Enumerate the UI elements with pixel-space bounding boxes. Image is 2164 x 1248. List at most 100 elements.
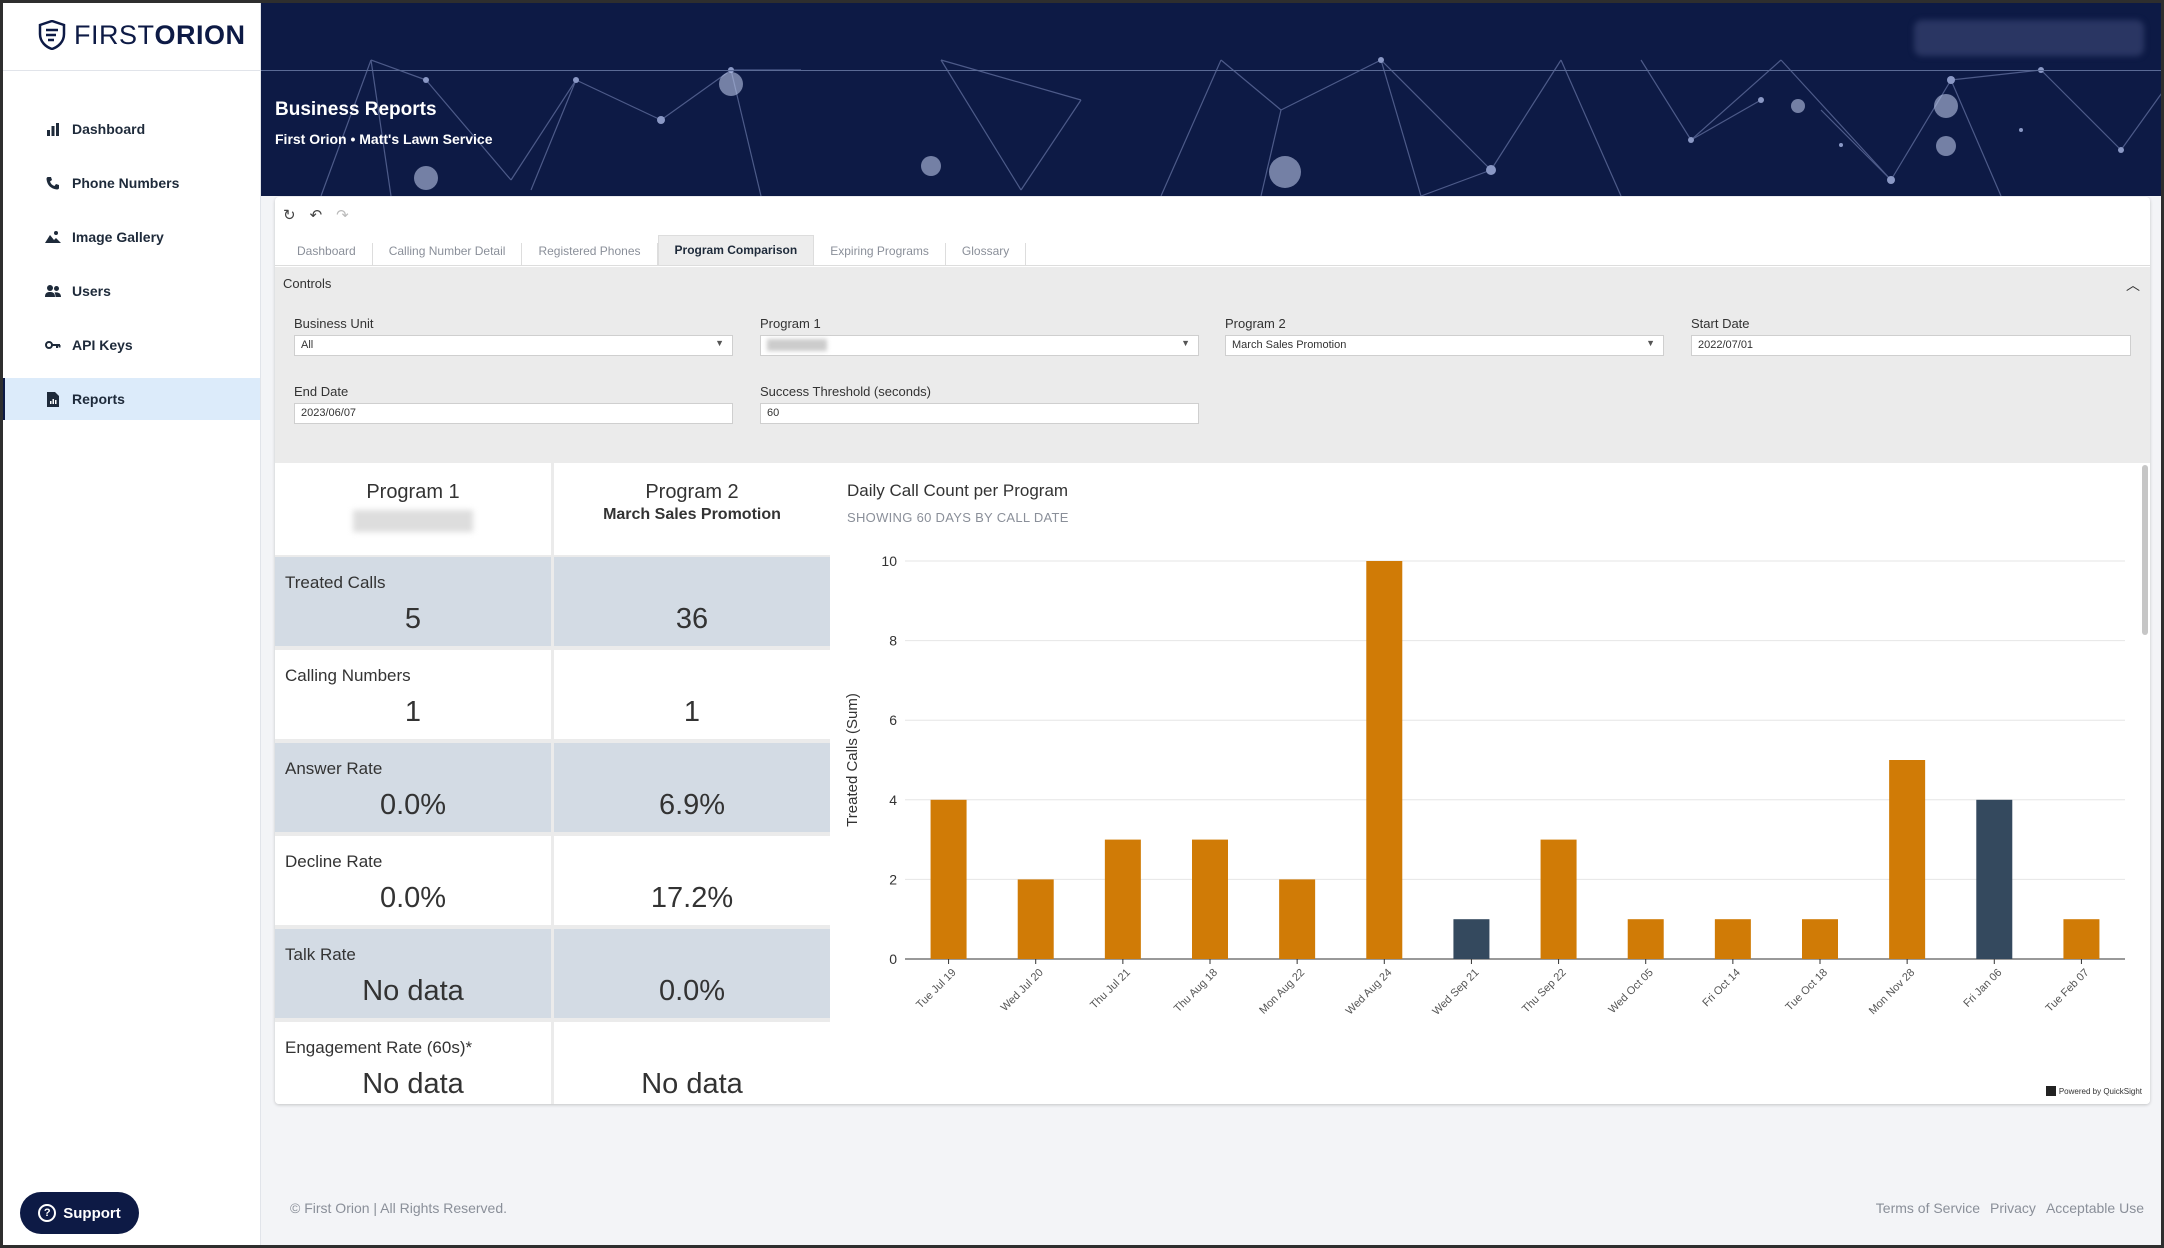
x-tick-label: Wed Jul 20 bbox=[999, 967, 1046, 1014]
x-tick-label: Mon Aug 22 bbox=[1257, 967, 1307, 1017]
chart-bar bbox=[1104, 839, 1141, 959]
sidebar-item-users[interactable]: Users bbox=[0, 270, 260, 312]
tab-dashboard[interactable]: Dashboard bbox=[281, 243, 373, 265]
business-unit-select[interactable]: All ▼ bbox=[294, 335, 733, 356]
sidebar-item-label: Image Gallery bbox=[72, 229, 164, 245]
chart-title: Daily Call Count per Program bbox=[847, 481, 1069, 500]
sidebar-item-phone-numbers[interactable]: Phone Numbers bbox=[0, 162, 260, 204]
page-title: Business Reports bbox=[275, 99, 437, 120]
chevron-up-icon[interactable]: ︿ bbox=[2126, 277, 2140, 293]
y-tick-label: 4 bbox=[889, 792, 897, 808]
x-tick-label: Mon Nov 28 bbox=[1867, 967, 1917, 1017]
tab-registered-phones[interactable]: Registered Phones bbox=[522, 243, 658, 265]
metric-cell: 1 bbox=[554, 650, 830, 739]
quicksight-badge: Powered by QuickSight bbox=[2045, 1086, 2142, 1096]
chart-bar bbox=[2063, 919, 2100, 959]
threshold-label: Success Threshold (seconds) bbox=[760, 384, 932, 399]
start-date-input[interactable]: 2022/07/01 bbox=[1691, 335, 2131, 356]
metric-cell: Treated Calls 5 bbox=[275, 557, 551, 646]
support-button[interactable]: ? Support bbox=[20, 1192, 139, 1234]
daily-call-chart: Daily Call Count per Program SHOWING 60 … bbox=[835, 463, 2150, 1104]
chart-plot: 0 2 4 6 8 10 Treated Calls (Sum) Tue Jul 19 Wed … bbox=[844, 553, 2125, 1018]
undo-icon[interactable]: ↶ bbox=[309, 207, 323, 224]
help-icon: ? bbox=[38, 1204, 57, 1222]
chevron-down-icon: ▼ bbox=[715, 338, 724, 348]
chevron-down-icon: ▼ bbox=[1181, 338, 1190, 348]
controls-title: Controls bbox=[283, 276, 332, 291]
metric-cell: 0.0% bbox=[554, 929, 830, 1018]
business-unit-label: Business Unit bbox=[294, 316, 374, 331]
report-panel: ↻ ↶ ↷ Dashboard Calling Number Detail Re… bbox=[275, 197, 2150, 1104]
redacted-program-name bbox=[353, 510, 473, 532]
user-menu[interactable] bbox=[1914, 20, 2144, 56]
redo-icon[interactable]: ↷ bbox=[336, 207, 349, 224]
business-unit-field: Business Unit All ▼ bbox=[294, 316, 733, 356]
metrics-table: Program 1 Program 2 March Sales Promotio… bbox=[275, 463, 830, 1104]
tab-calling-number-detail[interactable]: Calling Number Detail bbox=[373, 243, 523, 265]
chart-bar bbox=[1976, 799, 2013, 959]
chart-bar bbox=[1017, 879, 1054, 959]
x-tick-label: Tue Feb 07 bbox=[2044, 967, 2092, 1015]
y-tick-label: 10 bbox=[881, 553, 897, 569]
tab-expiring-programs[interactable]: Expiring Programs bbox=[814, 243, 946, 265]
metric-cell: Engagement Rate (60s)* No data bbox=[275, 1022, 551, 1104]
page-header: Business Reports First Orion • Matt's La… bbox=[261, 0, 2164, 196]
sidebar-item-api-keys[interactable]: API Keys bbox=[0, 324, 260, 366]
chart-scrollbar[interactable] bbox=[2142, 465, 2148, 635]
reset-icon[interactable]: ↻ bbox=[283, 207, 296, 224]
start-date-field: Start Date 2022/07/01 bbox=[1691, 316, 2131, 356]
metric-cell: No data bbox=[554, 1022, 830, 1104]
sidebar-item-label: Users bbox=[72, 283, 111, 299]
sidebar-item-reports[interactable]: Reports bbox=[0, 378, 260, 420]
tab-glossary[interactable]: Glossary bbox=[946, 243, 1027, 265]
metric-cell: 17.2% bbox=[554, 836, 830, 925]
metric-cell: Calling Numbers 1 bbox=[275, 650, 551, 739]
end-date-input[interactable]: 2023/06/07 bbox=[294, 403, 733, 424]
program2-select[interactable]: March Sales Promotion ▼ bbox=[1225, 335, 1664, 356]
brand-logo[interactable]: FIRSTORION bbox=[0, 0, 260, 71]
metric-cell: Talk Rate No data bbox=[275, 929, 551, 1018]
y-tick-label: 0 bbox=[889, 951, 897, 967]
chart-bar bbox=[1540, 839, 1577, 959]
chart-bar bbox=[1714, 919, 1751, 959]
support-label: Support bbox=[63, 1204, 121, 1222]
end-date-label: End Date bbox=[294, 384, 349, 399]
program1-column-header: Program 1 bbox=[275, 463, 551, 555]
start-date-label: Start Date bbox=[1691, 316, 1750, 331]
x-tick-label: Wed Oct 05 bbox=[1606, 967, 1655, 1016]
metric-cell: 6.9% bbox=[554, 743, 830, 832]
metric-cell: 36 bbox=[554, 557, 830, 646]
footer-links: Terms of Service Privacy Acceptable Use bbox=[1876, 1200, 2144, 1216]
y-tick-label: 6 bbox=[889, 712, 897, 728]
terms-link[interactable]: Terms of Service bbox=[1875, 1200, 1981, 1216]
page-subtitle: First Orion • Matt's Lawn Service bbox=[275, 131, 493, 147]
report-tabs: Dashboard Calling Number Detail Register… bbox=[275, 233, 2150, 266]
sidebar-item-label: Dashboard bbox=[72, 121, 146, 137]
footer-copyright: © First Orion | All Rights Reserved. bbox=[290, 1200, 508, 1216]
sidebar-item-dashboard[interactable]: Dashboard bbox=[0, 108, 260, 150]
chevron-down-icon: ▼ bbox=[1646, 338, 1655, 348]
sidebar-item-label: Reports bbox=[72, 391, 125, 407]
network-background bbox=[320, 57, 2164, 196]
controls-section: Controls ︿ Business Unit All ▼ Program 1 … bbox=[275, 267, 2150, 463]
phone-icon bbox=[44, 174, 62, 192]
threshold-input[interactable]: 60 bbox=[760, 403, 1199, 424]
chart-bar bbox=[1279, 879, 1316, 959]
sidebar-item-image-gallery[interactable]: Image Gallery bbox=[0, 216, 260, 258]
chart-bar bbox=[1889, 760, 1926, 959]
program2-field: Program 2 March Sales Promotion ▼ bbox=[1225, 316, 1664, 356]
tab-program-comparison[interactable]: Program Comparison bbox=[657, 235, 815, 265]
privacy-link[interactable]: Privacy bbox=[1990, 1200, 2036, 1216]
x-tick-label: Wed Sep 21 bbox=[1430, 967, 1481, 1018]
program1-header: Program 1 bbox=[366, 481, 460, 503]
users-icon bbox=[44, 282, 62, 300]
program1-select[interactable]: ▼ bbox=[760, 335, 1199, 356]
bar-chart-icon bbox=[44, 120, 62, 138]
acceptable-use-link[interactable]: Acceptable Use bbox=[2045, 1200, 2144, 1216]
key-icon bbox=[44, 336, 62, 354]
chart-bar bbox=[1627, 919, 1664, 959]
sidebar-item-label: API Keys bbox=[72, 337, 133, 353]
x-tick-label: Wed Aug 24 bbox=[1344, 967, 1395, 1018]
x-tick-label: Tue Jul 19 bbox=[914, 967, 959, 1012]
chart-bar bbox=[930, 799, 967, 959]
